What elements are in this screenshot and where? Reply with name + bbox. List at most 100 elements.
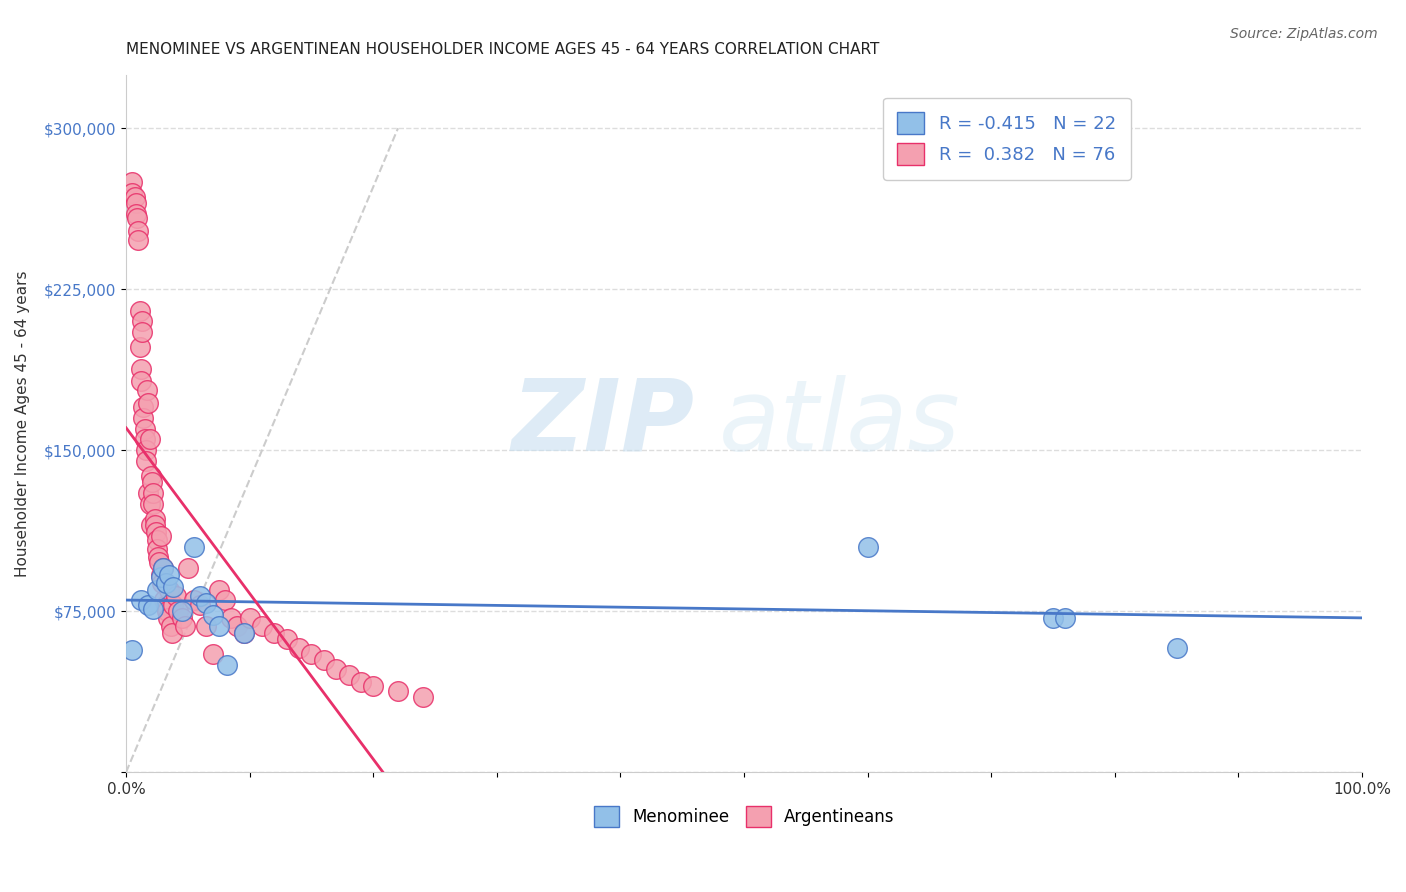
Point bbox=[183, 593, 205, 607]
Point bbox=[195, 619, 218, 633]
Point bbox=[125, 196, 148, 211]
Point bbox=[146, 582, 169, 597]
Text: Source: ZipAtlas.com: Source: ZipAtlas.com bbox=[1230, 27, 1378, 41]
Point bbox=[195, 595, 218, 609]
Point bbox=[856, 540, 879, 554]
Point bbox=[263, 625, 285, 640]
Point bbox=[134, 433, 156, 447]
Point bbox=[132, 411, 155, 425]
Point bbox=[183, 540, 205, 554]
Point bbox=[201, 608, 224, 623]
Y-axis label: Householder Income Ages 45 - 64 years: Householder Income Ages 45 - 64 years bbox=[15, 270, 30, 576]
Point bbox=[121, 175, 143, 189]
Point bbox=[135, 443, 157, 458]
Point bbox=[141, 475, 163, 490]
Point bbox=[149, 567, 172, 582]
Point bbox=[1042, 610, 1064, 624]
Point bbox=[201, 647, 224, 661]
Point bbox=[276, 632, 298, 646]
Point bbox=[125, 207, 148, 221]
Point bbox=[148, 555, 170, 569]
Point bbox=[138, 396, 160, 410]
Point bbox=[301, 647, 323, 661]
Point bbox=[131, 314, 153, 328]
Point bbox=[162, 581, 184, 595]
Point bbox=[170, 610, 193, 624]
Point bbox=[170, 604, 193, 618]
Point bbox=[232, 625, 254, 640]
Point bbox=[132, 401, 155, 415]
Point bbox=[152, 561, 174, 575]
Point bbox=[142, 486, 165, 500]
Point bbox=[138, 598, 160, 612]
Point bbox=[226, 619, 249, 633]
Point bbox=[162, 598, 184, 612]
Point bbox=[152, 561, 174, 575]
Point bbox=[157, 582, 180, 597]
Point bbox=[143, 512, 166, 526]
Point bbox=[149, 529, 172, 543]
Point bbox=[337, 668, 360, 682]
Point bbox=[160, 625, 183, 640]
Point bbox=[153, 593, 176, 607]
Point bbox=[239, 610, 262, 624]
Point bbox=[127, 233, 149, 247]
Point bbox=[127, 224, 149, 238]
Point bbox=[159, 619, 181, 633]
Point bbox=[167, 604, 190, 618]
Text: ZIP: ZIP bbox=[512, 375, 695, 472]
Point bbox=[129, 593, 152, 607]
Point bbox=[138, 497, 160, 511]
Point bbox=[136, 383, 159, 397]
Point bbox=[325, 662, 347, 676]
Point bbox=[143, 518, 166, 533]
Point bbox=[135, 454, 157, 468]
Point bbox=[174, 619, 197, 633]
Point bbox=[217, 657, 239, 672]
Point bbox=[188, 598, 211, 612]
Point bbox=[232, 625, 254, 640]
Point bbox=[312, 653, 335, 667]
Point bbox=[146, 533, 169, 548]
Point bbox=[1054, 610, 1077, 624]
Point bbox=[139, 469, 162, 483]
Point bbox=[128, 340, 150, 354]
Point bbox=[361, 679, 384, 693]
Point bbox=[208, 582, 231, 597]
Point bbox=[155, 598, 177, 612]
Point bbox=[155, 576, 177, 591]
Point bbox=[387, 683, 409, 698]
Point bbox=[412, 690, 434, 704]
Point bbox=[134, 422, 156, 436]
Point bbox=[148, 550, 170, 565]
Point bbox=[146, 541, 169, 556]
Point bbox=[142, 497, 165, 511]
Point bbox=[214, 593, 236, 607]
Point bbox=[139, 518, 162, 533]
Point bbox=[129, 361, 152, 376]
Point bbox=[250, 619, 273, 633]
Point bbox=[157, 610, 180, 624]
Text: atlas: atlas bbox=[720, 375, 960, 472]
Point bbox=[121, 186, 143, 200]
Point bbox=[350, 674, 373, 689]
Point bbox=[1166, 640, 1188, 655]
Point bbox=[124, 190, 146, 204]
Point bbox=[131, 325, 153, 339]
Point bbox=[157, 567, 180, 582]
Point bbox=[138, 486, 160, 500]
Point bbox=[150, 576, 173, 591]
Point bbox=[165, 589, 187, 603]
Point bbox=[177, 561, 200, 575]
Point bbox=[145, 524, 167, 539]
Point bbox=[121, 642, 143, 657]
Point bbox=[219, 610, 242, 624]
Point bbox=[129, 375, 152, 389]
Point bbox=[138, 433, 160, 447]
Point bbox=[288, 640, 311, 655]
Point bbox=[149, 570, 172, 584]
Point bbox=[142, 602, 165, 616]
Point bbox=[208, 619, 231, 633]
Point bbox=[128, 303, 150, 318]
Point bbox=[127, 211, 149, 226]
